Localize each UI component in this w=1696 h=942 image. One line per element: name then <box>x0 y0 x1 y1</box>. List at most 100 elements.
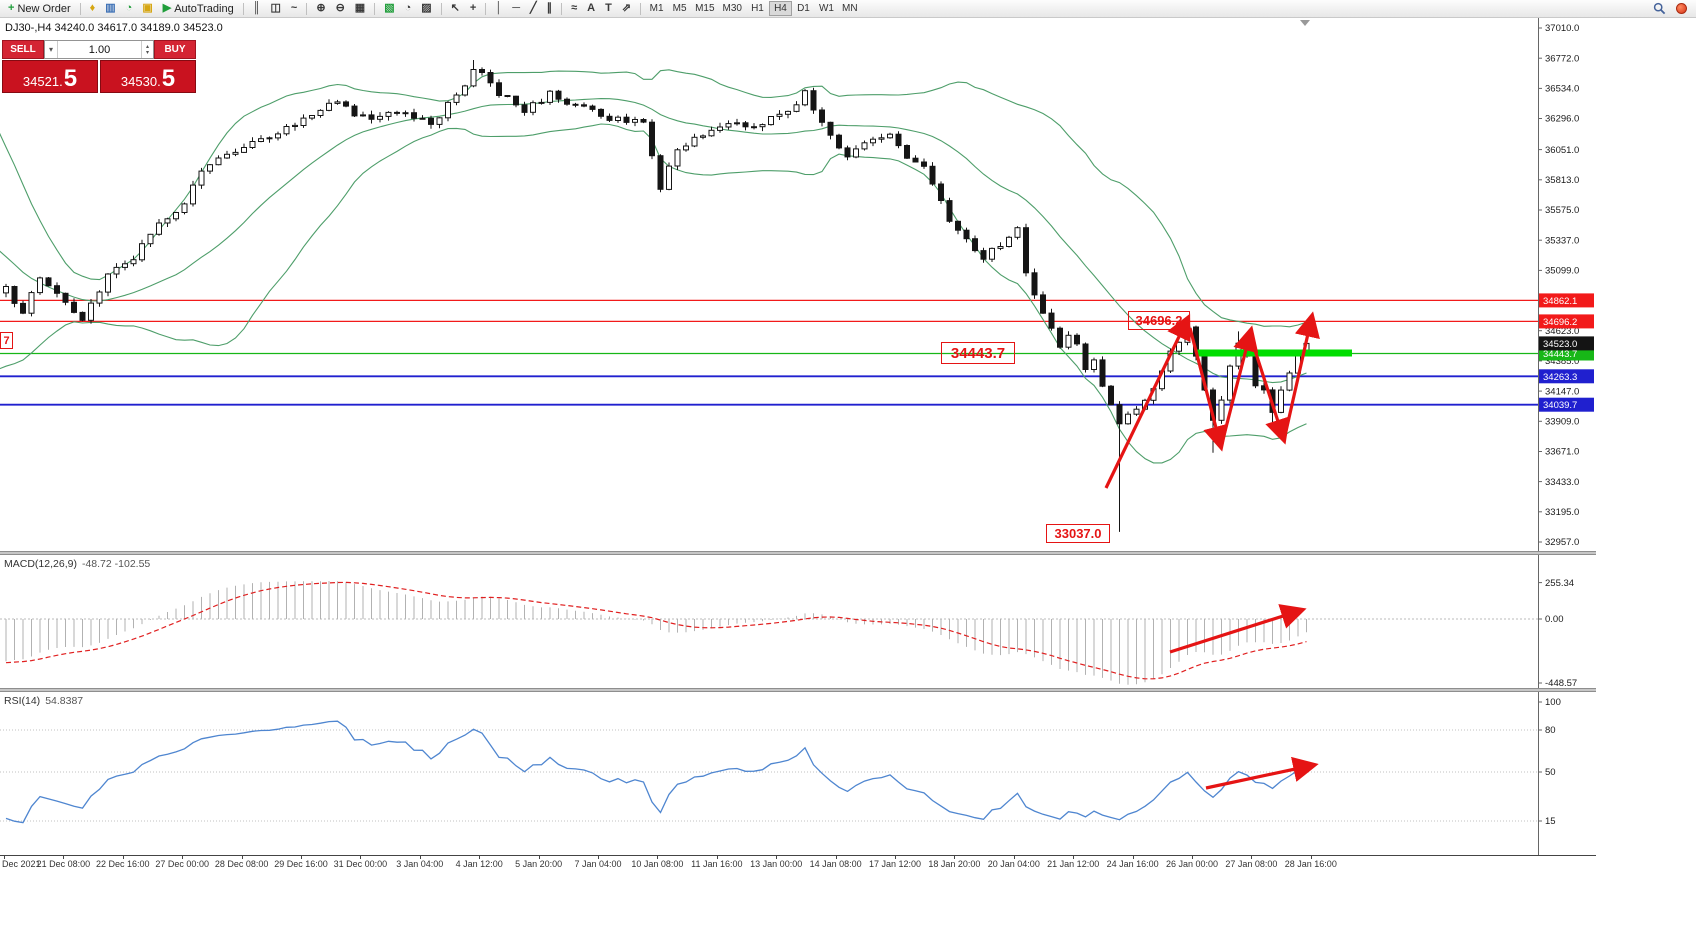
price-tag-34696.2 <box>1539 314 1594 329</box>
timeframe-mn-button[interactable]: MN <box>838 1 862 16</box>
trend-arrow[interactable] <box>1249 337 1290 445</box>
resistance-annotation[interactable]: 34696.2 <box>1128 311 1190 330</box>
channel-button[interactable]: ∥ <box>542 1 558 17</box>
price-tick-label: 35813.0 <box>1545 175 1579 186</box>
macd-trend-arrow[interactable] <box>1169 604 1307 654</box>
candles-chart-button[interactable]: ◫ <box>266 1 286 17</box>
trend-arrow[interactable] <box>1188 327 1229 452</box>
bars-chart-button[interactable]: ║ <box>248 1 266 17</box>
buy-price-button[interactable]: 34530. 5 <box>100 60 196 93</box>
text-button[interactable]: A <box>582 1 600 17</box>
time-tick <box>1192 856 1193 859</box>
timeframe-m1-button[interactable]: M1 <box>645 1 668 16</box>
templates-icon: ▨ <box>421 2 432 14</box>
svg-text:34862.1: 34862.1 <box>1543 296 1577 307</box>
period-button[interactable]: ◔ <box>400 1 417 17</box>
volume-up-icon[interactable]: ▴ <box>145 43 149 50</box>
left-edge-price-label[interactable]: 7 <box>0 332 13 349</box>
time-label: Dec 2021 <box>2 859 41 869</box>
timeframe-w1-button[interactable]: W1 <box>815 1 838 16</box>
time-axis[interactable]: Dec 2021 21 Dec 08:00 22 Dec 16:00 27 Dec 0… <box>0 855 1596 871</box>
time-tick <box>1073 856 1075 859</box>
timeframe-m5-button[interactable]: M5 <box>668 1 691 16</box>
timeframe-m30-button[interactable]: M30 <box>719 1 746 16</box>
vline-button[interactable]: │ <box>490 1 507 17</box>
hline-button[interactable]: ─ <box>507 1 525 17</box>
cursor-icon: ↖ <box>450 2 460 14</box>
symbol-ohlc-label: DJ30-,H4 34240.0 34617.0 34189.0 34523.0 <box>5 22 223 34</box>
new-order-button[interactable]: + New Order <box>3 1 76 17</box>
search-button[interactable] <box>1650 1 1669 17</box>
vline-icon: │ <box>495 2 503 14</box>
toolbar-separator <box>640 2 642 15</box>
rsi-tick-label: 50 <box>1545 767 1556 778</box>
time-label: 28 Jan 16:00 <box>1284 859 1337 869</box>
macd-histogram <box>5 581 1307 685</box>
rsi-chart[interactable]: 100 80 50 15 <box>0 692 1596 855</box>
volume-stepper[interactable]: ▾ 1.00 ▴ ▾ <box>44 40 154 59</box>
volume-down-icon[interactable]: ▾ <box>145 49 149 56</box>
sell-button[interactable]: SELL <box>2 40 44 59</box>
bollinger-upper-band <box>0 69 1307 328</box>
timeframe-h1-button[interactable]: H1 <box>746 1 769 16</box>
volume-dropdown-icon[interactable]: ▾ <box>45 41 58 58</box>
toolbar: + New Order ♦ ▥ ◔ ▣ ▶ AutoTrading ║ ◫ ~ ⊕ ⊖ ▦ ▧ ◔ ▨… <box>0 0 1696 18</box>
trend-arrow[interactable] <box>1219 325 1259 448</box>
panel-splitter[interactable] <box>0 688 1596 692</box>
sell-price-dot: . <box>59 74 63 89</box>
tile-windows-button[interactable]: ▦ <box>350 1 370 17</box>
channel-icon: ∥ <box>546 2 553 14</box>
crosshair-button[interactable]: + <box>465 1 481 17</box>
trend-arrow[interactable] <box>1104 313 1191 489</box>
fibonacci-icon: ≈ <box>571 2 578 14</box>
price-chart[interactable]: 37010.0 36772.0 36534.0 36296.0 36051.0 35813… <box>0 18 1596 551</box>
svg-text:34523.0: 34523.0 <box>1543 339 1577 350</box>
time-label: 24 Jan 16:00 <box>1106 859 1159 869</box>
chart-shift-marker[interactable] <box>1300 20 1310 26</box>
zoom-out-button[interactable]: ⊖ <box>331 1 350 17</box>
time-label: 26 Jan 00:00 <box>1165 859 1219 869</box>
timeframe-d1-button[interactable]: D1 <box>792 1 815 16</box>
autotrading-button[interactable]: ▶ AutoTrading <box>158 1 239 17</box>
time-label: 17 Jan 12:00 <box>868 859 922 869</box>
buy-button[interactable]: BUY <box>154 40 196 59</box>
rsi-value: 54.8387 <box>45 695 84 707</box>
new-chart-button[interactable]: ▧ <box>379 1 399 17</box>
cursor-button[interactable]: ↖ <box>446 1 465 17</box>
new-order-label: New Order <box>17 2 71 15</box>
trendline-button[interactable]: ╱ <box>525 1 542 17</box>
hline-icon: ─ <box>512 2 520 14</box>
timeframe-h4-button[interactable]: H4 <box>768 1 792 16</box>
trend-arrow[interactable] <box>1282 311 1320 441</box>
macd-chart[interactable]: 255.34 0.00 -448.57 <box>0 555 1596 688</box>
bollinger-middle-band <box>0 98 1307 384</box>
price-tick-label: 33195.0 <box>1545 507 1579 518</box>
line-chart-button[interactable]: ~ <box>286 1 302 17</box>
fibonacci-button[interactable]: ≈ <box>566 1 582 17</box>
toolbar-separator <box>242 2 244 15</box>
zoom-in-button[interactable]: ⊕ <box>311 1 330 17</box>
support-annotation[interactable]: 34443.7 <box>941 342 1015 364</box>
bars-chart-icon: ║ <box>252 2 261 14</box>
templates-button[interactable]: ▨ <box>416 1 436 17</box>
rsi-trend-arrow[interactable] <box>1205 756 1319 790</box>
time-label: 14 Jan 08:00 <box>809 859 862 869</box>
data-window-button[interactable]: ▣ <box>137 1 157 17</box>
autotrading-label: AutoTrading <box>174 2 234 15</box>
time-label: 5 Jan 20:00 <box>515 859 563 869</box>
label-button[interactable]: T <box>600 1 617 17</box>
volume-spinner-arrows[interactable]: ▴ ▾ <box>141 41 153 58</box>
panel-splitter[interactable] <box>0 551 1596 555</box>
time-tick <box>1251 856 1253 859</box>
swing-low-annotation[interactable]: 33037.0 <box>1046 524 1110 543</box>
timeframe-m15-button[interactable]: M15 <box>691 1 718 16</box>
sell-price-button[interactable]: 34521. 5 <box>2 60 98 93</box>
price-tick-label: 34147.0 <box>1545 386 1579 397</box>
profiles-button[interactable]: ▥ <box>100 1 120 17</box>
market-watch-button[interactable]: ◔ <box>121 1 138 17</box>
time-tick <box>241 856 243 859</box>
price-tick-label: 35575.0 <box>1545 205 1579 216</box>
arrows-button[interactable]: ⇗ <box>617 1 636 17</box>
macd-tick-label: 0.00 <box>1545 614 1564 625</box>
alerts-button[interactable]: ♦ <box>85 1 101 17</box>
